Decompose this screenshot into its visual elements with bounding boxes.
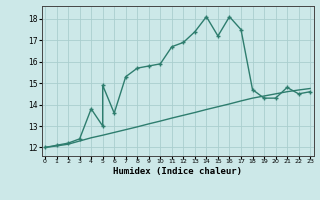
X-axis label: Humidex (Indice chaleur): Humidex (Indice chaleur) bbox=[113, 167, 242, 176]
